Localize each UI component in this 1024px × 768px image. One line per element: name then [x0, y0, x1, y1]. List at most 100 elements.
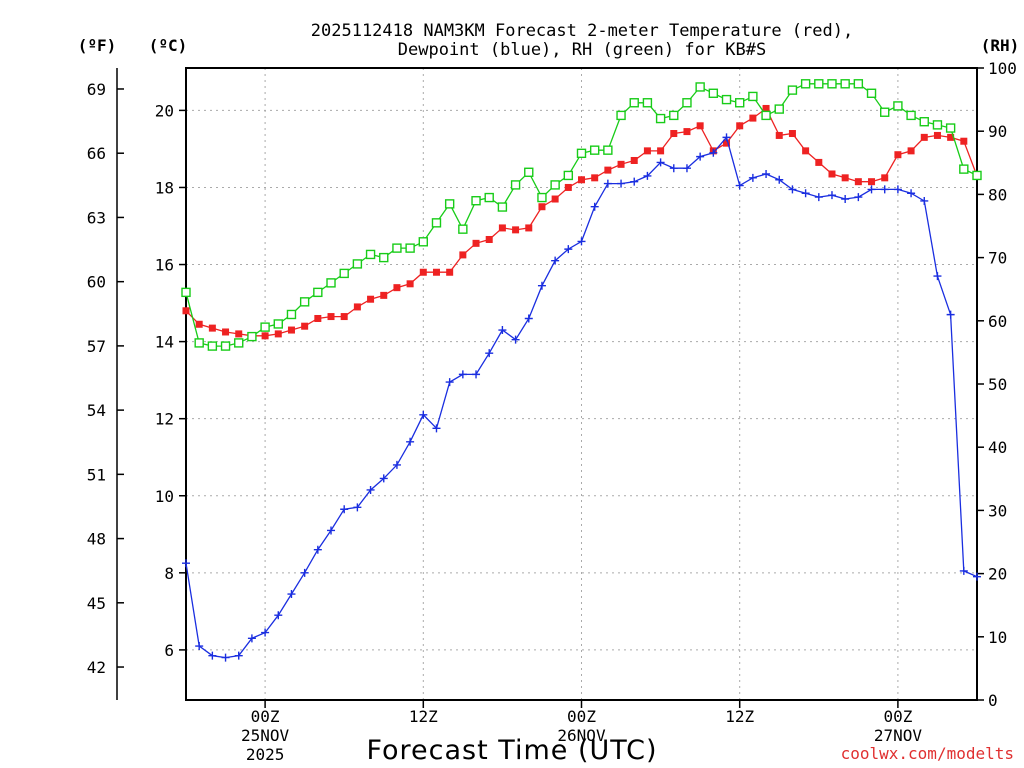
temperature-point: [591, 174, 599, 182]
celsius-unit-label: (ºC): [149, 36, 188, 55]
rh-point: [365, 249, 376, 260]
dewpoint-point: [696, 152, 705, 161]
tick-label-celsius-16: 16: [155, 256, 174, 275]
temperature-point: [525, 224, 533, 232]
tick-label-rh-10: 10: [988, 628, 1007, 647]
temperature-point: [683, 128, 691, 136]
dewpoint-point: [643, 171, 652, 180]
tick-label-rh-90: 90: [988, 122, 1007, 141]
temperature-point: [894, 151, 902, 159]
dewpoint-point: [406, 437, 415, 446]
tick-label-celsius-14: 14: [155, 333, 174, 352]
tick-label-fahrenheit-45: 45: [87, 594, 106, 613]
temperature-point: [459, 251, 467, 259]
dewpoint-point: [854, 193, 863, 202]
temperature-point: [485, 235, 493, 243]
tick-label-fahrenheit-42: 42: [87, 658, 106, 677]
rh-point: [748, 91, 758, 102]
temperature-point: [551, 195, 559, 203]
tick-label-fahrenheit-66: 66: [87, 144, 106, 163]
rh-point: [563, 170, 574, 181]
rh-point: [326, 278, 336, 288]
rh-point: [339, 268, 349, 279]
temperature-point: [802, 147, 810, 155]
rh-point: [471, 196, 481, 206]
dewpoint-point: [630, 177, 639, 186]
temperature-point: [762, 104, 770, 112]
rh-unit-label: (RH): [981, 36, 1020, 55]
tick-label-rh-70: 70: [988, 249, 1007, 268]
temperature-point: [854, 178, 862, 186]
temperature-point: [367, 295, 375, 303]
dewpoint-point: [920, 196, 929, 205]
tick-label-rh-40: 40: [988, 438, 1007, 457]
tick-label-x-4: 00Z: [883, 707, 912, 726]
temperature-point: [907, 147, 915, 155]
dewpoint-point: [247, 634, 256, 643]
dewpoint-point: [762, 169, 771, 178]
dewpoint-point: [801, 189, 810, 198]
temperature-point: [736, 122, 744, 130]
dewpoint-point: [577, 237, 586, 246]
rh-point: [919, 117, 929, 127]
temperature-point: [657, 147, 665, 155]
tick-label-x-3: 12Z: [725, 707, 754, 726]
temperature-point: [195, 320, 203, 328]
tick-label-fahrenheit-60: 60: [87, 273, 106, 292]
rh-point: [616, 110, 626, 121]
rh-point: [893, 101, 903, 111]
dewpoint-point: [379, 474, 388, 483]
rh-point: [524, 167, 534, 177]
rh-point: [708, 88, 719, 98]
tick-label-celsius-18: 18: [155, 178, 174, 197]
rh-point: [431, 218, 442, 228]
chart-subtitle: Dewpoint (blue), RH (green) for KB#S: [398, 40, 766, 60]
rh-point: [273, 319, 283, 329]
dewpoint-point: [537, 281, 546, 290]
rh-point: [550, 180, 560, 190]
tick-label-rh-50: 50: [988, 375, 1007, 394]
temperature-point: [881, 174, 889, 182]
rh-point: [484, 192, 494, 203]
rh-point: [906, 110, 916, 121]
rh-point: [392, 243, 402, 253]
axes: 6 8 10 12 14 16 18 20 42 45 48 51 54 57 60 63 66 69 0 10 20 3…: [87, 59, 1017, 764]
dewpoint-point: [195, 642, 204, 651]
temperature-point: [617, 160, 625, 168]
dewpoint-point: [603, 179, 612, 188]
tick-label-celsius-8: 8: [164, 564, 174, 583]
dewpoint-point: [485, 349, 494, 358]
temperature-point: [419, 268, 427, 276]
dewpoint-point: [788, 185, 797, 194]
temperature-point: [314, 314, 322, 322]
tick-label-fahrenheit-63: 63: [87, 208, 106, 227]
rh-point: [972, 170, 982, 181]
dewpoint-point: [327, 526, 336, 535]
dewpoint-point: [366, 485, 375, 494]
rh-point: [313, 287, 323, 298]
dewpoint-point: [669, 164, 678, 173]
dewpoint-point: [946, 310, 955, 319]
temperature-point: [578, 176, 585, 184]
dewpoint-point: [300, 568, 309, 577]
temperature-point: [327, 313, 335, 321]
dewpoint-point: [735, 181, 744, 190]
rh-point: [787, 85, 798, 95]
dewpoint-point: [221, 653, 230, 662]
dewpoint-point: [709, 148, 718, 157]
temperature-point: [920, 133, 928, 141]
rh-point: [418, 237, 428, 247]
temperature-point: [815, 158, 823, 166]
dewpoint-point: [827, 191, 836, 200]
dewpoint-point: [234, 651, 243, 660]
dewpoint-point: [208, 651, 217, 660]
temperature-point: [868, 178, 876, 186]
rh-point: [207, 341, 218, 351]
tick-label-celsius-12: 12: [155, 410, 174, 429]
dewpoint-point: [524, 314, 533, 323]
temperature-point: [947, 133, 955, 141]
rh-point: [220, 341, 231, 351]
temperature-point: [222, 328, 230, 336]
tick-label-rh-80: 80: [988, 185, 1007, 204]
tick-year-x-0: 2025: [246, 745, 285, 764]
